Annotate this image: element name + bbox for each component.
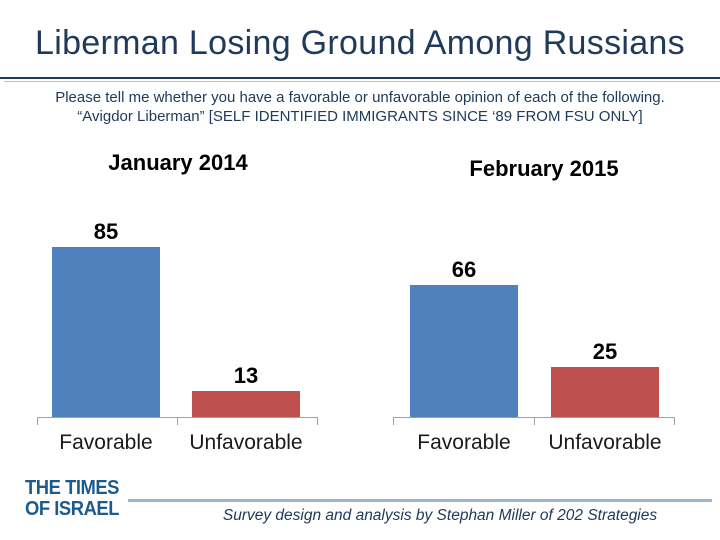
axis-tick xyxy=(37,417,38,425)
footer-divider xyxy=(128,499,712,502)
chart-title-january-2014: January 2014 xyxy=(108,150,248,175)
data-label: 25 xyxy=(592,339,618,364)
axis-tick xyxy=(317,417,318,425)
survey-question-line-2: “Avigdor Liberman” [SELF IDENTIFIED IMMI… xyxy=(77,107,643,125)
chart-title-february-2015: February 2015 xyxy=(469,156,619,181)
axis-tick xyxy=(674,417,675,425)
page-title: Liberman Losing Ground Among Russians xyxy=(35,24,685,62)
bar-feb-favorable xyxy=(410,285,518,417)
bar-jan-favorable xyxy=(52,247,160,417)
category-label-feb-unfavorable: Unfavorable xyxy=(548,431,662,454)
x-axis-february xyxy=(393,417,675,425)
times-of-israel-logo: THE TIMES OF ISRAEL xyxy=(25,478,119,520)
logo-line-1: THE TIMES xyxy=(25,477,119,499)
bar-column-jan-favorable: 85 xyxy=(52,220,160,417)
bar-column-feb-favorable: 66 xyxy=(410,258,518,417)
category-label-jan-unfavorable: Unfavorable xyxy=(189,431,303,454)
bar-feb-unfavorable xyxy=(551,367,659,417)
survey-question-line-1: Please tell me whether you have a favora… xyxy=(55,89,665,106)
bar-column-jan-unfavorable: 13 xyxy=(192,364,300,417)
survey-question: Please tell me whether you have a favora… xyxy=(0,89,720,126)
category-label-jan-favorable: Favorable xyxy=(59,431,153,454)
data-label: 85 xyxy=(93,219,119,244)
logo-line-2: OF ISRAEL xyxy=(25,498,119,520)
data-label: 66 xyxy=(451,257,477,282)
data-label: 13 xyxy=(233,363,259,388)
axis-tick xyxy=(177,417,178,425)
x-axis-january xyxy=(37,417,318,425)
axis-tick xyxy=(393,417,394,425)
bar-column-feb-unfavorable: 25 xyxy=(551,340,659,417)
category-label-feb-favorable: Favorable xyxy=(417,431,511,454)
title-divider-shadow xyxy=(4,81,720,82)
survey-credit: Survey design and analysis by Stephan Mi… xyxy=(222,507,658,524)
axis-tick xyxy=(533,417,535,425)
bar-jan-unfavorable xyxy=(192,391,300,417)
title-divider xyxy=(0,77,720,79)
